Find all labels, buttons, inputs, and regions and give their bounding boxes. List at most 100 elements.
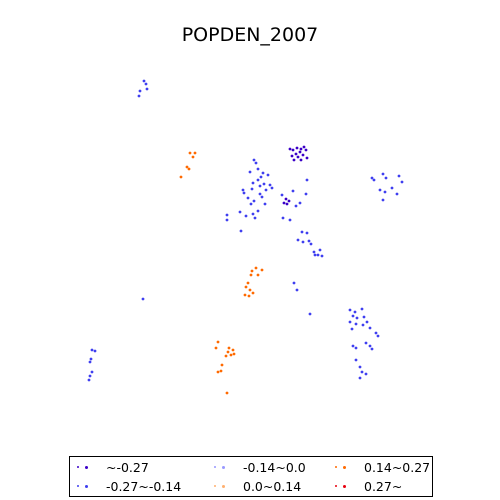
- map-point: [179, 175, 183, 179]
- map-point: [384, 176, 388, 180]
- map-point: [307, 239, 311, 243]
- map-point: [270, 186, 274, 190]
- map-point: [364, 341, 368, 345]
- map-point: [287, 199, 291, 203]
- map-point: [348, 320, 352, 324]
- map-point: [291, 189, 295, 193]
- map-point: [250, 269, 254, 273]
- legend-label: 0.27~: [364, 479, 403, 494]
- map-point: [354, 346, 358, 350]
- map-point: [368, 344, 372, 348]
- map-point: [292, 158, 296, 162]
- map-point: [187, 167, 191, 171]
- map-point: [395, 192, 399, 196]
- map-point: [248, 170, 252, 174]
- map-point: [231, 348, 235, 352]
- map-point: [305, 231, 309, 235]
- map-point: [299, 158, 303, 162]
- legend-marker: [213, 485, 227, 489]
- legend: ~-0.27 -0.27~-0.14 -0.14~0.0 0.0~0.14 0.…: [69, 456, 433, 497]
- map-point: [320, 254, 324, 258]
- map-point: [348, 308, 352, 312]
- map-point: [355, 316, 359, 320]
- map-point: [219, 369, 223, 373]
- map-point: [302, 145, 306, 149]
- map-point: [261, 171, 265, 175]
- map-point: [299, 147, 303, 151]
- legend-label: 0.14~0.27: [364, 460, 431, 475]
- map-point: [296, 155, 300, 159]
- map-point: [378, 188, 382, 192]
- map-point: [365, 320, 369, 324]
- map-point: [313, 253, 317, 257]
- map-point: [354, 358, 358, 362]
- map-point: [251, 181, 255, 185]
- map-point: [244, 214, 248, 218]
- legend-label: -0.14~0.0: [243, 460, 306, 475]
- map-point: [185, 165, 189, 169]
- map-point: [224, 354, 228, 358]
- map-point: [249, 202, 253, 206]
- map-point: [350, 327, 354, 331]
- map-point: [142, 79, 146, 83]
- map-point: [288, 147, 292, 151]
- map-point: [246, 281, 250, 285]
- map-point: [216, 370, 220, 374]
- map-title: POPDEN_2007: [181, 24, 319, 46]
- map-point: [90, 348, 94, 352]
- map-point: [264, 188, 268, 192]
- map-point: [225, 391, 229, 395]
- map-point: [290, 154, 294, 158]
- map-point: [361, 323, 365, 327]
- map-point: [251, 212, 255, 216]
- legend-label: 0.0~0.14: [243, 479, 302, 494]
- legend-marker: [76, 485, 90, 489]
- map-point: [243, 293, 247, 297]
- map-point: [280, 193, 284, 197]
- map-point: [254, 161, 258, 165]
- map-point: [298, 201, 302, 205]
- map-point: [262, 182, 266, 186]
- map-point: [246, 196, 250, 200]
- map-point: [353, 310, 357, 314]
- map-point: [256, 167, 260, 171]
- map-point: [368, 326, 372, 330]
- map-point: [372, 178, 376, 182]
- map-point: [288, 218, 292, 222]
- map-point: [360, 370, 364, 374]
- map-point: [254, 266, 258, 270]
- map-point: [238, 210, 242, 214]
- map-point: [256, 209, 260, 213]
- map-point: [259, 175, 263, 179]
- map-point: [260, 268, 264, 272]
- map-point: [141, 297, 145, 301]
- map-point: [90, 370, 94, 374]
- legend-label: ~-0.27: [106, 460, 149, 475]
- map-point: [397, 174, 401, 178]
- map-point: [383, 190, 387, 194]
- map-point: [258, 184, 262, 188]
- map-point: [256, 273, 260, 277]
- map-point: [364, 372, 368, 376]
- map-point: [292, 281, 296, 285]
- map-point: [247, 294, 251, 298]
- map-point: [250, 187, 254, 191]
- map-point: [305, 178, 309, 182]
- map-point: [232, 352, 236, 356]
- map-point: [252, 199, 256, 203]
- map-point: [284, 197, 288, 201]
- map-point: [318, 248, 322, 252]
- map-point: [381, 172, 385, 176]
- map-point: [216, 340, 220, 344]
- map-point: [298, 150, 302, 154]
- map-point: [354, 322, 358, 326]
- map-point: [229, 353, 233, 357]
- legend-marker: [334, 466, 348, 470]
- map-point: [193, 151, 197, 155]
- map-point: [358, 365, 362, 369]
- map-point: [305, 156, 309, 160]
- map-point: [294, 152, 298, 156]
- map-point: [191, 155, 195, 159]
